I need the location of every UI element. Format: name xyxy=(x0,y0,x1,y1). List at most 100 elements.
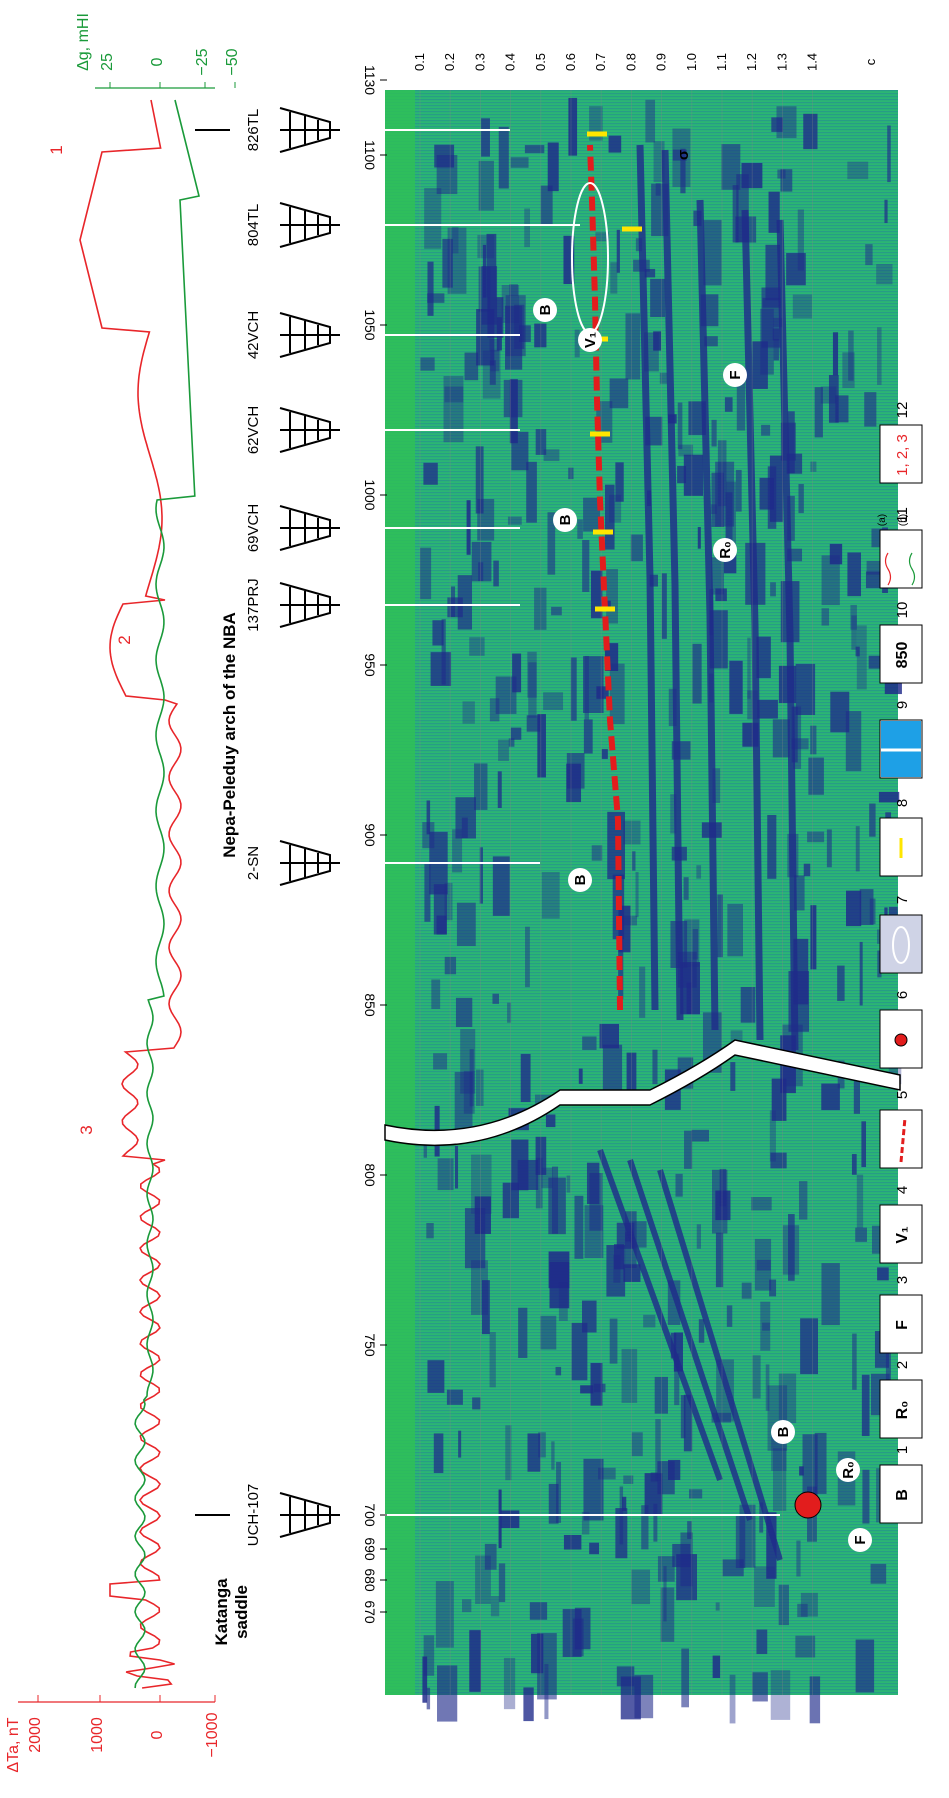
seismic-labels: B B B B R₀ R₀ F F V₁ σ xyxy=(533,150,872,1552)
magnetic-tick: 2000 xyxy=(27,1717,44,1753)
seismic-label-text: F xyxy=(727,370,744,379)
legend-number: 12 xyxy=(894,402,911,419)
time-tick-label: 1.0 xyxy=(684,53,699,71)
time-tick-label: 0.6 xyxy=(563,53,578,71)
legend-item-11: (a) (b)11 xyxy=(877,507,923,589)
seismic-label-text: V₁ xyxy=(582,332,599,348)
red-dashed-horizon xyxy=(587,144,623,1011)
legend-number: 8 xyxy=(894,799,911,807)
magnetic-axis-label: ΔTa, nT xyxy=(5,1717,22,1772)
legend-number: 10 xyxy=(894,602,911,619)
legend-number: 3 xyxy=(894,1276,911,1284)
seismic-label-4: R₀ xyxy=(713,538,737,562)
well-name-label: UCH-107 xyxy=(245,1484,262,1547)
magnetic-tick: −1000 xyxy=(204,1712,221,1757)
seismic-label-text: σ xyxy=(675,150,692,160)
legend-item-10: 850 10 xyxy=(879,602,923,684)
well-name-label: 804TL xyxy=(245,204,262,247)
legend-item-5: 5 xyxy=(879,1091,923,1169)
time-tick-label: 0.4 xyxy=(503,53,518,71)
well-name-label: 42VCH xyxy=(245,311,262,359)
legend-symbol: V₁ xyxy=(894,1226,911,1244)
time-tick-label: 1.3 xyxy=(774,53,789,71)
legend-number: 6 xyxy=(894,991,911,999)
legend-number: 7 xyxy=(894,896,911,904)
legend-number: 5 xyxy=(894,1091,911,1099)
well-uch-107: UCH-107 xyxy=(195,1484,780,1547)
seismic-label-0: B xyxy=(533,298,557,322)
time-tick-label: 0.7 xyxy=(593,53,608,71)
seismic-label-6: F xyxy=(723,363,747,387)
time-tick-label: 1.1 xyxy=(714,53,729,71)
legend-item-7: 7 xyxy=(879,896,923,974)
gravity-curve xyxy=(134,99,200,1689)
section-break xyxy=(384,1039,901,1147)
well-name-label: 2-SN xyxy=(245,846,262,880)
well-826tl: 826TL xyxy=(195,107,510,153)
time-tick-label: 0.1 xyxy=(412,53,427,71)
time-tick-label: 0.3 xyxy=(472,53,487,71)
potential-field-curves xyxy=(79,99,200,1689)
legend-number: 11 xyxy=(894,507,911,523)
well-name-label: 137PRJ xyxy=(245,578,262,631)
seismic-label-text: B xyxy=(572,874,589,885)
legend-item-8: 8 xyxy=(879,799,923,877)
legend-item-3: F3 xyxy=(879,1276,923,1354)
distance-tick-label: 690 xyxy=(362,1537,378,1561)
distance-tick-label: 950 xyxy=(362,653,378,677)
well-name-label: 826TL xyxy=(245,109,262,152)
region-label-right: Nepa-Peleduy arch of the NBA xyxy=(220,612,239,858)
curve-number-label: 2 xyxy=(115,635,134,644)
seismic-label-2: B xyxy=(568,868,592,892)
red-dot-marker xyxy=(794,1491,822,1519)
well-62vch: 62VCH xyxy=(245,406,520,454)
legend-symbol: R₀ xyxy=(894,1401,911,1420)
seismic-label-1: B xyxy=(553,508,577,532)
time-tick-label: 1.2 xyxy=(744,53,759,71)
distance-tick-label: 1050 xyxy=(362,309,378,340)
distance-tick-label: 1100 xyxy=(362,140,378,170)
distance-tick-label: 680 xyxy=(362,1568,378,1592)
legend-item-1: B1 xyxy=(879,1446,923,1524)
legend-item-6: 6 xyxy=(879,991,923,1069)
seismic-label-text: B xyxy=(537,304,554,315)
distance-tick-label: 800 xyxy=(362,1163,378,1187)
gravity-tick: −50 xyxy=(224,48,241,75)
legend-symbol: F xyxy=(894,1320,911,1330)
gravity-tick: −25 xyxy=(194,48,211,75)
well-2-sn: 2-SN xyxy=(245,840,540,886)
legend-symbol: B xyxy=(894,1489,911,1501)
seismic-label-5: R₀ xyxy=(836,1458,860,1482)
distance-tick-label: 750 xyxy=(362,1333,378,1357)
legend-sub-b: (b) xyxy=(898,514,909,526)
seismic-label-9: σ xyxy=(675,150,692,160)
seismic-label-3: B xyxy=(771,1420,795,1444)
distance-tick-label: 850 xyxy=(362,993,378,1017)
well-name-label: 69VCH xyxy=(245,504,262,552)
magnetic-tick: 0 xyxy=(149,1730,166,1739)
legend-number: 1 xyxy=(894,1446,911,1454)
seismic-label-text: R₀ xyxy=(717,541,734,559)
seismic-label-text: B xyxy=(557,514,574,525)
time-tick-label: 0.5 xyxy=(533,53,548,71)
well-137prj: 137PRJ xyxy=(245,578,520,632)
seismic-label-text: R₀ xyxy=(840,1461,857,1479)
curve-number-label: 3 xyxy=(77,1125,96,1134)
legend-number: 9 xyxy=(894,701,911,709)
distance-tick-label: 1130 xyxy=(362,65,378,95)
time-tick-label: 0.9 xyxy=(654,53,669,71)
time-unit-label: c xyxy=(863,58,878,65)
gravity-tick: 25 xyxy=(99,53,116,71)
seismic-label-8: V₁ xyxy=(578,328,602,352)
seismic-label-7: F xyxy=(848,1528,872,1552)
legend-item-4: V₁ 4 xyxy=(879,1186,923,1264)
legend-sub-a: (a) xyxy=(877,514,888,526)
legend-item-9: 9 xyxy=(879,701,923,779)
time-tick-label: 0.2 xyxy=(442,53,457,71)
time-tick-label: 1.4 xyxy=(805,53,820,71)
distance-tick-label: 1000 xyxy=(362,479,378,510)
well-804tl: 804TL xyxy=(245,202,580,248)
well-69vch: 69VCH xyxy=(245,504,520,552)
distance-tick-label: 670 xyxy=(362,1600,378,1624)
legend-item-2: R₀ 2 xyxy=(879,1361,923,1439)
